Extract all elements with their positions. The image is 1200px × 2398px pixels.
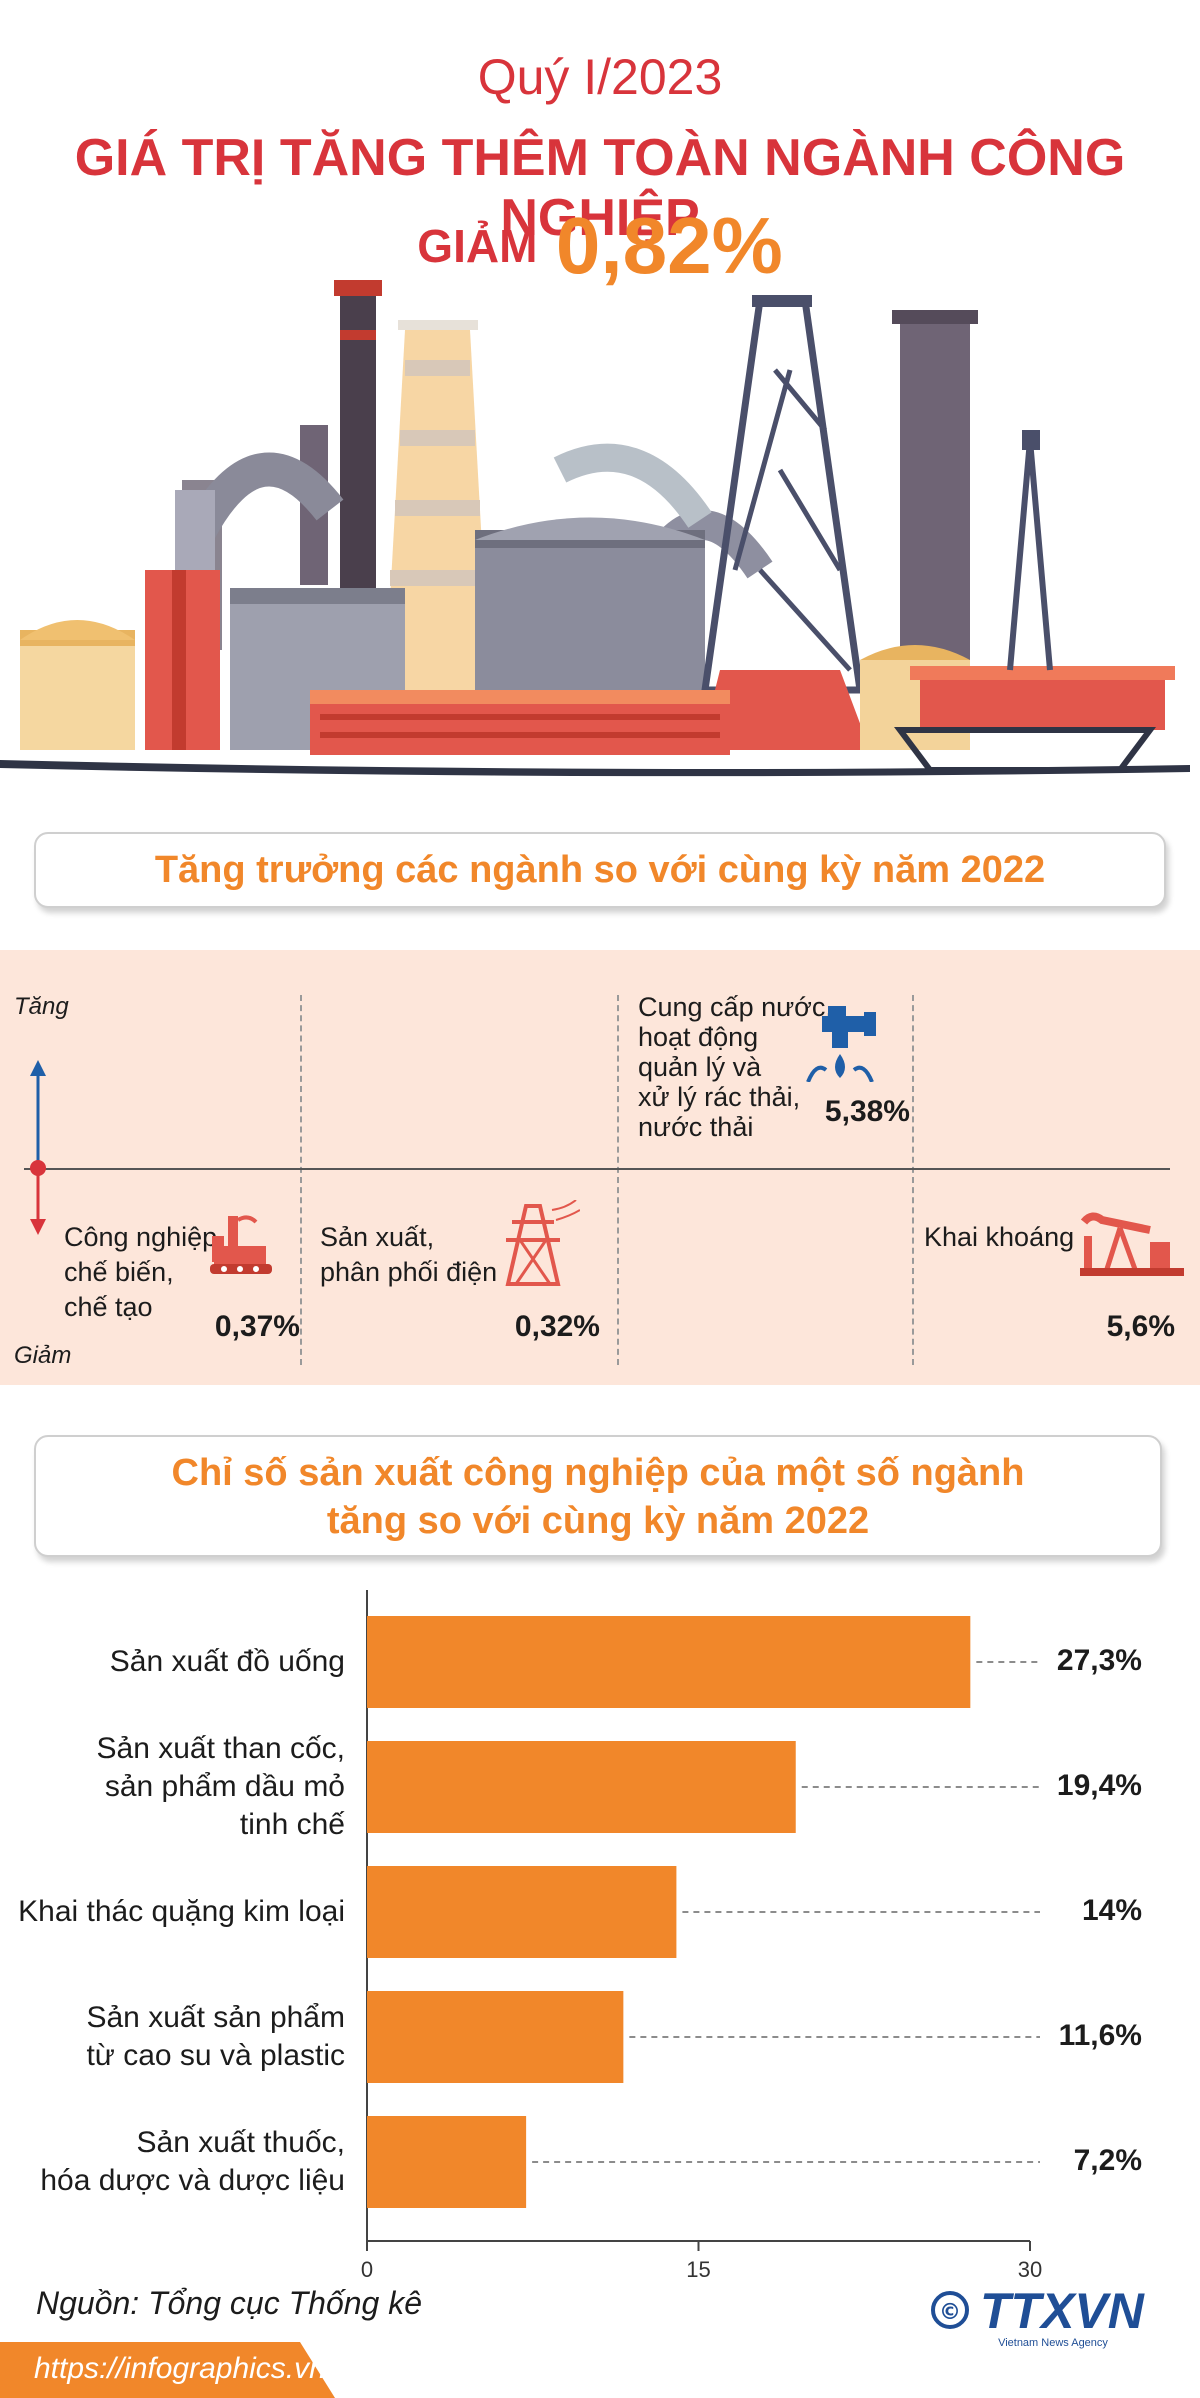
- index-heading-box: Chỉ số sản xuất công nghiệp của một số n…: [34, 1435, 1162, 1557]
- value-label-1: 19,4%: [1056, 1769, 1142, 1802]
- divider: [300, 995, 302, 1365]
- divider: [617, 995, 619, 1365]
- direction-arrow-icon: [30, 1060, 46, 1235]
- index-heading-line1: Chỉ số sản xuất công nghiệp của một số n…: [171, 1452, 1025, 1494]
- growth-heading: Tăng trưởng các ngành so với cùng kỳ năm…: [154, 849, 1046, 891]
- source-note: Nguồn: Tổng cục Thống kê: [36, 2285, 423, 2321]
- industry-label-water: Cung cấp nước, hoạt động quản lý và xử l…: [638, 992, 833, 1142]
- oil-pump-icon: [1080, 1212, 1184, 1276]
- value-label-0: 27,3%: [1056, 1644, 1142, 1677]
- industry-value-manufacturing: 0,37%: [214, 1310, 300, 1343]
- x-tick-label-1: 15: [686, 2257, 711, 2282]
- bar-chart-svg: [366, 1590, 1040, 2251]
- ttxvn-logo: © TTXVN Vietnam News Agency: [928, 2282, 1178, 2357]
- period-subtitle: Quý I/2023: [477, 49, 723, 105]
- x-tick-label-0: 0: [360, 2257, 374, 2282]
- category-label-2: Khai thác quặng kim loại: [18, 1895, 345, 1928]
- website-link[interactable]: https://infographics.vn: [34, 2352, 326, 2385]
- logo-subtext: Vietnam News Agency: [998, 2337, 1108, 2349]
- growth-panel: Tăng Giảm Công nghiệp chế biến, chế tạo …: [0, 950, 1200, 1385]
- zero-axis: [24, 1168, 1170, 1170]
- value-label-4: 7,2%: [1073, 2144, 1142, 2177]
- divider: [912, 995, 914, 1365]
- bar-3: [367, 1991, 624, 2083]
- down-label: Giảm: [14, 1342, 72, 1369]
- factory-icon: [210, 1215, 272, 1274]
- logo-text: TTXVN: [980, 2283, 1145, 2339]
- url-banner: [0, 2342, 335, 2398]
- bar-2: [367, 1866, 677, 1958]
- category-label-3: Sản xuất sản phẩm từ cao su và plastic: [86, 2001, 345, 2072]
- category-label-4: Sản xuất thuốc, hóa dược và dược liệu: [40, 2126, 345, 2197]
- category-label-0: Sản xuất đồ uống: [109, 1645, 345, 1678]
- industry-value-water: 5,38%: [824, 1095, 910, 1128]
- x-tick-label-2: 30: [1017, 2257, 1043, 2282]
- category-label-1: Sản xuất than cốc, sản phẩm dầu mỏ tinh ch…: [96, 1732, 346, 1841]
- growth-heading-box: Tăng trưởng các ngành so với cùng kỳ năm…: [34, 832, 1166, 908]
- up-label: Tăng: [14, 993, 69, 1020]
- industry-label-mining: Khai khoáng: [924, 1222, 1075, 1252]
- decline-label: GIẢM: [417, 220, 538, 272]
- power-tower-icon: [505, 1200, 580, 1286]
- bar-1: [367, 1741, 796, 1833]
- value-label-2: 14%: [1081, 1894, 1142, 1927]
- decline-line: GIẢM 0,82%: [0, 200, 1200, 292]
- industrial-index-bar-chart: Sản xuất đồ uống 27,3% Sản xuất than cốc, s…: [0, 1590, 1200, 2282]
- industry-value-electricity: 0,32%: [514, 1310, 600, 1343]
- copyright-mark: ©: [939, 2300, 961, 2325]
- industrial-plant-illustration: [0, 280, 1190, 777]
- header: Quý I/2023 GIÁ TRỊ TĂNG THÊM TOÀN NGÀNH …: [0, 0, 1200, 790]
- industry-label-manufacturing: Công nghiệp chế biến, chế tạo: [64, 1222, 218, 1322]
- decline-value: 0,82%: [555, 201, 783, 290]
- industry-label-electricity: Sản xuất, phân phối điện: [320, 1222, 498, 1287]
- value-label-3: 11,6%: [1058, 2019, 1142, 2052]
- bar-0: [367, 1616, 971, 1708]
- water-tap-icon: [806, 1006, 876, 1082]
- main-title: GIÁ TRỊ TĂNG THÊM TOÀN NGÀNH CÔNG NGHIỆP: [74, 129, 1126, 247]
- bar-4: [367, 2116, 527, 2208]
- index-heading-line2: tăng so với cùng kỳ năm 2022: [326, 1500, 870, 1542]
- industry-value-mining: 5,6%: [1106, 1310, 1175, 1343]
